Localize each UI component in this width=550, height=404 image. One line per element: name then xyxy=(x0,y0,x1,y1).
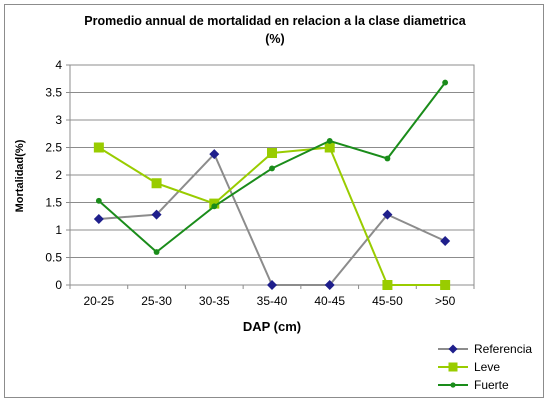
y-tick-label-3: 1.5 xyxy=(45,196,62,210)
x-tick-label-1: 25-30 xyxy=(141,294,172,308)
x-axis-label: DAP (cm) xyxy=(243,319,301,334)
data-point-leve-1 xyxy=(151,178,162,189)
data-point-leve-5 xyxy=(382,280,393,290)
data-point-fuerte-4 xyxy=(326,137,333,144)
data-point-referencia-3 xyxy=(267,280,277,290)
y-tick-label-4: 2 xyxy=(55,168,62,182)
legend-label-leve: Leve xyxy=(474,360,500,374)
data-point-referencia-4 xyxy=(324,280,335,290)
y-tick-label-0: 0 xyxy=(55,278,62,292)
legend-label-fuerte: Fuerte xyxy=(474,378,509,392)
legend-marker-fuerte xyxy=(450,382,456,388)
x-axis-ticks: 20-25 25-30 30-35 35-40 40-45 45-50 >50 xyxy=(69,285,475,308)
x-tick-label-4: 40-45 xyxy=(314,294,345,308)
y-tick-label-5: 2.5 xyxy=(45,141,62,155)
x-tick-label-3: 35-40 xyxy=(257,294,288,308)
y-tick-label-6: 3 xyxy=(55,113,62,127)
legend-marker-leve xyxy=(448,362,458,372)
y-tick-label-7: 3.5 xyxy=(45,86,62,100)
series-referencia xyxy=(93,149,451,290)
x-tick-label-0: 20-25 xyxy=(84,294,115,308)
data-point-fuerte-1 xyxy=(153,249,160,255)
gridlines xyxy=(70,64,474,286)
data-point-leve-3 xyxy=(267,148,277,158)
data-point-leve-0 xyxy=(93,142,104,153)
data-point-fuerte-5 xyxy=(384,155,391,162)
chart-title-line1: Promedio annual de mortalidad en relacio… xyxy=(84,14,466,28)
data-point-fuerte-3 xyxy=(269,165,275,172)
y-tick-label-1: 0.5 xyxy=(45,251,62,265)
x-tick-label-6: >50 xyxy=(435,294,456,308)
y-tick-label-8: 4 xyxy=(55,58,62,72)
data-point-referencia-5 xyxy=(382,209,393,220)
series-fuerte xyxy=(95,79,449,255)
chart-title-line2: (%) xyxy=(265,32,284,46)
data-point-referencia-6 xyxy=(440,236,451,246)
x-tick-label-5: 45-50 xyxy=(372,294,403,308)
series-line-referencia xyxy=(98,153,446,286)
legend-label-referencia: Referencia xyxy=(474,342,532,356)
data-point-referencia-2 xyxy=(209,149,220,160)
data-point-fuerte-2 xyxy=(211,203,218,210)
series-leve xyxy=(93,142,451,290)
legend: Referencia Leve Fuerte xyxy=(438,342,532,392)
y-axis-label: Mortalidad(%) xyxy=(14,139,26,212)
data-point-leve-4 xyxy=(324,142,335,153)
x-tick-label-2: 30-35 xyxy=(199,294,230,308)
series-layer xyxy=(93,79,451,290)
data-point-referencia-0 xyxy=(93,214,104,224)
y-tick-label-2: 1 xyxy=(55,223,62,237)
data-point-fuerte-0 xyxy=(95,197,102,204)
y-axis-ticks: 0 0.5 1 1.5 2 2.5 3 3.5 4 xyxy=(45,58,70,292)
data-point-fuerte-6 xyxy=(442,79,449,86)
data-point-leve-6 xyxy=(440,280,451,290)
legend-marker-referencia xyxy=(448,344,458,354)
chart-frame xyxy=(4,4,544,398)
data-point-referencia-1 xyxy=(151,209,162,220)
